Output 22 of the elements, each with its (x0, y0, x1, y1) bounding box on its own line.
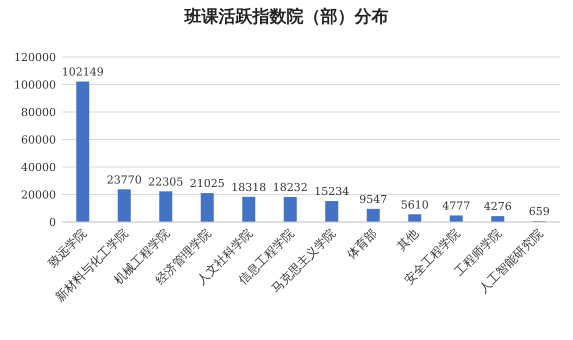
data-label: 5610 (400, 198, 429, 212)
data-label: 23770 (106, 173, 142, 186)
data-label: 18318 (231, 180, 266, 194)
data-label: 4276 (484, 200, 512, 214)
y-tick-label: 100000 (14, 78, 56, 92)
data-label: 15234 (314, 185, 350, 198)
y-tick-label: 40000 (21, 161, 56, 174)
data-label: 9547 (359, 192, 388, 206)
y-tick-label: 80000 (21, 106, 56, 119)
y-tick-label: 120000 (14, 51, 56, 64)
x-tick-label: 其他 (394, 226, 421, 254)
data-label: 22305 (148, 175, 184, 188)
y-tick-label: 60000 (21, 134, 56, 146)
x-tick-label: 体育部 (344, 226, 380, 262)
data-label: 21025 (190, 177, 225, 190)
chart-title: 班课活跃指数院（部）分布 (184, 7, 388, 27)
data-label: 4777 (442, 199, 470, 212)
data-label: 659 (528, 205, 550, 218)
data-label: 102149 (62, 66, 104, 79)
y-tick-label: 20000 (21, 188, 56, 202)
y-tick-label: 0 (49, 216, 56, 229)
data-label: 18232 (272, 180, 308, 194)
